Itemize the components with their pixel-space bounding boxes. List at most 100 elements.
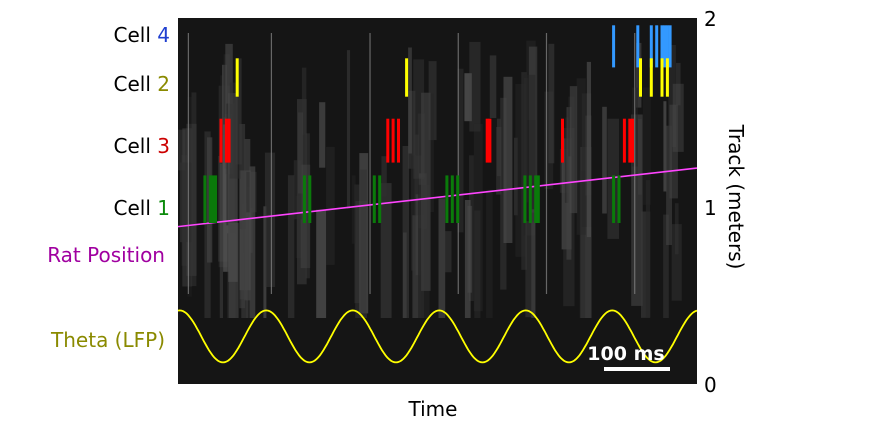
background-column (430, 93, 434, 212)
cell1-spike (450, 175, 454, 223)
background-column (602, 106, 607, 214)
cell1-spike (308, 175, 312, 223)
background-column (674, 203, 679, 255)
background-column (413, 59, 425, 179)
right-axis: 2 1 0 Track (meters) (704, 7, 748, 397)
y-tick-2: 2 (704, 7, 717, 31)
background-column (223, 124, 229, 272)
cell1-spike (612, 175, 616, 223)
scale-bar-label: 100 ms (587, 343, 664, 365)
background-column (346, 50, 351, 209)
background-column (305, 133, 310, 279)
background-column (672, 83, 684, 152)
cell1-spike (534, 175, 538, 223)
background-column (523, 78, 529, 203)
cell-1-label: Cell 1 (114, 196, 170, 220)
cell-4-label: Cell 4 (114, 23, 170, 47)
cell1-spike (445, 175, 449, 223)
background-column (326, 146, 335, 265)
scale-bar: 100 ms (587, 343, 670, 371)
cell-3-number: 3 (157, 134, 170, 158)
cell1-spike (536, 175, 540, 223)
background-column (428, 61, 437, 141)
background-column (669, 104, 678, 199)
background-column (351, 175, 356, 244)
background-column (457, 68, 464, 233)
cell2-spike (235, 58, 239, 97)
cell1-spike (617, 175, 621, 223)
background-column (671, 224, 682, 301)
cell3-spike (561, 118, 564, 163)
cell1-spike (372, 175, 376, 223)
rat-position-line (177, 167, 698, 228)
cell4-spike (663, 25, 667, 68)
background-column (515, 84, 527, 257)
plot-background (178, 18, 697, 384)
background-column (179, 162, 192, 243)
background-column (467, 205, 473, 293)
background-column (414, 134, 419, 224)
background-column (408, 90, 416, 169)
decoded-position-background (178, 40, 684, 318)
cell1-spike (211, 175, 215, 223)
background-column (531, 209, 536, 318)
background-column (319, 102, 326, 168)
background-column (178, 129, 186, 171)
cell2-spike (405, 58, 409, 97)
cell1-spike (208, 175, 212, 223)
background-column (676, 62, 681, 106)
cell-2-number: 2 (157, 72, 170, 96)
cell-2-label: Cell 2 (114, 72, 170, 96)
background-column (235, 58, 242, 165)
background-column (668, 45, 676, 148)
background-column (264, 152, 276, 287)
cell3-spike (391, 118, 395, 163)
background-column (219, 145, 223, 318)
background-column (287, 175, 295, 318)
y-tick-0: 0 (704, 373, 717, 397)
cell1-spike (302, 175, 306, 223)
cell2-spike (665, 58, 669, 97)
cell-1-number: 1 (157, 196, 170, 220)
theta-lfp-trace (177, 309, 698, 364)
cell3-spike (219, 118, 223, 163)
background-column (503, 76, 513, 243)
background-column (663, 101, 667, 192)
background-column (228, 223, 239, 318)
x-axis-title: Time (408, 397, 458, 421)
cell2-spike (660, 58, 664, 97)
cell4-spike (612, 25, 616, 68)
background-column (473, 123, 483, 312)
cell3-spike (631, 118, 634, 163)
background-column (187, 96, 192, 297)
background-column (440, 231, 452, 273)
background-column (666, 125, 672, 245)
background-column (641, 211, 651, 318)
rat-position-label: Rat Position (47, 243, 165, 267)
background-column (228, 93, 238, 282)
background-column (418, 228, 424, 318)
background-column (360, 169, 367, 318)
cell1-spike (528, 175, 532, 223)
background-column (496, 127, 502, 195)
background-column (579, 170, 586, 318)
cell3-spike (397, 118, 400, 163)
cell3-spike (485, 118, 489, 163)
background-column (359, 153, 369, 314)
cell-3-label: Cell 3 (114, 134, 170, 158)
background-column (521, 72, 527, 270)
background-column (229, 82, 241, 179)
background-column (631, 114, 643, 306)
left-labels: Cell 4 Cell 2 Cell 3 Cell 1 Rat Position… (47, 23, 170, 352)
background-column (548, 43, 555, 164)
background-column (489, 55, 497, 118)
cell4-spike (660, 25, 664, 68)
background-column (576, 78, 586, 235)
cell1-spike (203, 175, 207, 223)
background-column (380, 183, 392, 318)
background-column (301, 67, 307, 135)
background-column (464, 73, 472, 122)
background-column (239, 124, 246, 309)
cell3-spike (227, 118, 231, 163)
